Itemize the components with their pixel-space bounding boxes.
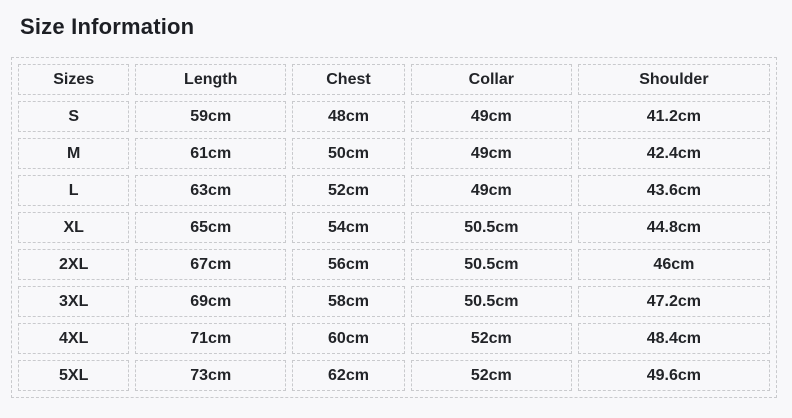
table-row: 3XL 69cm 58cm 50.5cm 47.2cm <box>18 286 770 317</box>
size-cell: 4XL <box>18 323 130 354</box>
table-row: L 63cm 52cm 49cm 43.6cm <box>18 175 770 206</box>
shoulder-cell: 42.4cm <box>577 138 770 169</box>
collar-cell: 50.5cm <box>410 286 572 317</box>
collar-cell: 50.5cm <box>410 212 572 243</box>
table-row: 4XL 71cm 60cm 52cm 48.4cm <box>18 323 770 354</box>
collar-cell: 52cm <box>410 360 572 391</box>
size-cell: M <box>18 138 130 169</box>
table-row: M 61cm 50cm 49cm 42.4cm <box>18 138 770 169</box>
table-row: XL 65cm 54cm 50.5cm 44.8cm <box>18 212 770 243</box>
length-cell: 63cm <box>135 175 287 206</box>
size-cell: S <box>18 101 130 132</box>
collar-cell: 52cm <box>410 323 572 354</box>
length-cell: 71cm <box>135 323 287 354</box>
chest-cell: 60cm <box>292 323 405 354</box>
length-cell: 61cm <box>135 138 287 169</box>
shoulder-cell: 47.2cm <box>577 286 770 317</box>
column-header-sizes: Sizes <box>18 64 130 95</box>
shoulder-cell: 44.8cm <box>577 212 770 243</box>
table-row: 2XL 67cm 56cm 50.5cm 46cm <box>18 249 770 280</box>
column-header-shoulder: Shoulder <box>577 64 770 95</box>
size-cell: 3XL <box>18 286 130 317</box>
size-cell: XL <box>18 212 130 243</box>
chest-cell: 62cm <box>292 360 405 391</box>
length-cell: 59cm <box>135 101 287 132</box>
chest-cell: 54cm <box>292 212 405 243</box>
column-header-chest: Chest <box>292 64 405 95</box>
table-row: 5XL 73cm 62cm 52cm 49.6cm <box>18 360 770 391</box>
shoulder-cell: 49.6cm <box>577 360 770 391</box>
size-cell: L <box>18 175 130 206</box>
chest-cell: 50cm <box>292 138 405 169</box>
collar-cell: 49cm <box>410 138 572 169</box>
collar-cell: 50.5cm <box>410 249 572 280</box>
column-header-collar: Collar <box>410 64 572 95</box>
shoulder-cell: 48.4cm <box>577 323 770 354</box>
shoulder-cell: 46cm <box>577 249 770 280</box>
length-cell: 69cm <box>135 286 287 317</box>
length-cell: 73cm <box>135 360 287 391</box>
chest-cell: 56cm <box>292 249 405 280</box>
collar-cell: 49cm <box>410 175 572 206</box>
size-information-table: Sizes Length Chest Collar Shoulder S 59c… <box>11 57 777 398</box>
shoulder-cell: 41.2cm <box>577 101 770 132</box>
chest-cell: 52cm <box>292 175 405 206</box>
chest-cell: 58cm <box>292 286 405 317</box>
table-row: S 59cm 48cm 49cm 41.2cm <box>18 101 770 132</box>
page-title: Size Information <box>20 14 195 39</box>
size-cell: 5XL <box>18 360 130 391</box>
chest-cell: 48cm <box>292 101 405 132</box>
length-cell: 67cm <box>135 249 287 280</box>
column-header-length: Length <box>135 64 287 95</box>
size-cell: 2XL <box>18 249 130 280</box>
length-cell: 65cm <box>135 212 287 243</box>
shoulder-cell: 43.6cm <box>577 175 770 206</box>
table-header-row: Sizes Length Chest Collar Shoulder <box>18 64 770 95</box>
collar-cell: 49cm <box>410 101 572 132</box>
